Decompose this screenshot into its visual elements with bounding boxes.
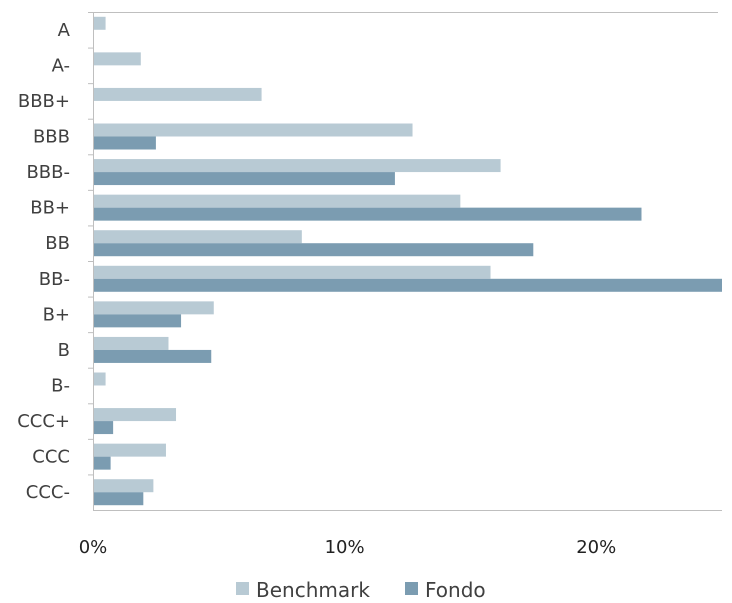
category-label: CCC <box>32 447 70 468</box>
bar-benchmark-bbminus <box>93 265 491 279</box>
bar-benchmark-bbbplus <box>93 87 262 101</box>
bar-benchmark-a <box>93 16 106 30</box>
x-tick-label: 20% <box>576 537 616 558</box>
category-label: B <box>58 340 70 361</box>
bar-fondo-ccc <box>93 456 111 470</box>
bar-fondo-cccminus <box>93 492 144 506</box>
category-label: BBB- <box>26 162 70 183</box>
category-label: BB- <box>39 269 70 290</box>
category-label: B+ <box>43 304 70 325</box>
category-label: A- <box>52 55 70 76</box>
legend-swatch-benchmark <box>236 582 249 595</box>
bar-benchmark-bbplus <box>93 194 461 208</box>
category-label: BBB+ <box>18 91 70 112</box>
bar-benchmark-bbbminus <box>93 159 501 173</box>
bar-fondo-bbplus <box>93 207 642 221</box>
x-tick-label: 0% <box>79 537 108 558</box>
bar-fondo-cccplus <box>93 421 114 435</box>
x-axis-ticks: 0% 10% 20% <box>79 537 616 558</box>
bar-benchmark-ccc <box>93 443 166 457</box>
bar-benchmark-cccminus <box>93 479 154 493</box>
category-label: CCC- <box>26 482 70 503</box>
legend-swatch-fondo <box>405 582 418 595</box>
bar-fondo-bb <box>93 243 534 257</box>
category-label: CCC+ <box>17 411 70 432</box>
bar-benchmark-bbb <box>93 123 413 137</box>
bar-benchmark-bb <box>93 230 302 244</box>
category-label: BBB <box>33 127 70 148</box>
bars-layer <box>93 16 722 506</box>
category-label: A <box>58 20 71 41</box>
bar-benchmark-bminus <box>93 372 106 386</box>
category-label: BB <box>45 233 70 254</box>
category-label: B- <box>51 376 70 397</box>
bar-fondo-bbbminus <box>93 172 395 186</box>
bar-benchmark-b <box>93 336 169 350</box>
bar-fondo-bbminus <box>93 278 722 292</box>
category-label: BB+ <box>30 198 70 219</box>
bar-benchmark-aminus <box>93 52 141 66</box>
legend-label-benchmark: Benchmark <box>256 578 370 602</box>
x-tick-label: 10% <box>325 537 365 558</box>
legend-label-fondo: Fondo <box>425 578 486 602</box>
bar-benchmark-bplus <box>93 301 214 315</box>
bar-fondo-b <box>93 349 212 363</box>
bar-benchmark-cccplus <box>93 408 177 422</box>
bar-fondo-bplus <box>93 314 182 328</box>
bar-fondo-bbb <box>93 136 156 150</box>
legend: Benchmark Fondo <box>236 578 486 602</box>
